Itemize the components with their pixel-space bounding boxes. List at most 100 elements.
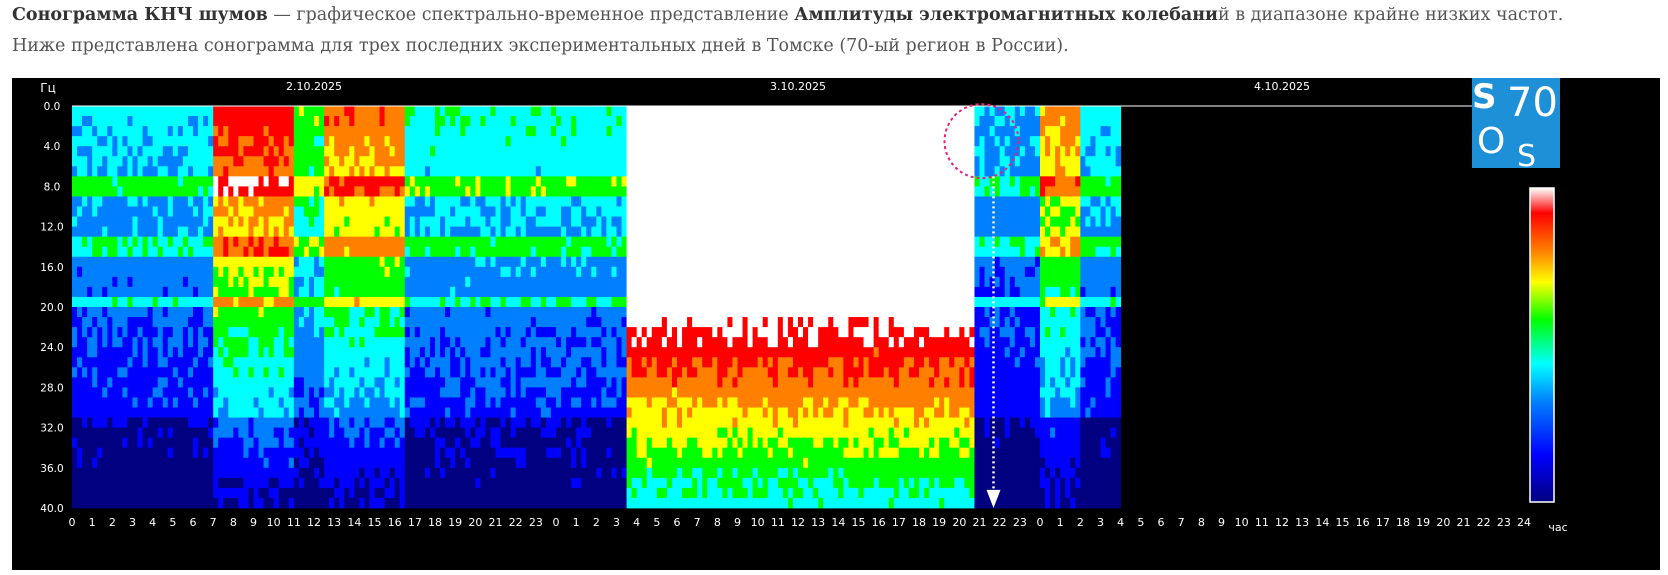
heatmap-cell — [631, 146, 638, 157]
heatmap-cell — [666, 196, 673, 207]
heatmap-cell — [475, 397, 481, 408]
heatmap-cell — [288, 437, 295, 449]
heatmap-cell — [152, 417, 159, 428]
heatmap-cell — [213, 226, 219, 238]
heatmap-cell — [142, 196, 149, 207]
heatmap-cell — [581, 377, 587, 388]
heatmap-cell — [107, 126, 113, 137]
heatmap-cell — [303, 206, 310, 217]
heatmap-cell — [606, 176, 612, 187]
heatmap-cell — [132, 447, 138, 459]
heatmap-cell — [193, 146, 199, 157]
heatmap-cell — [162, 156, 169, 167]
heatmap-cell — [77, 447, 83, 459]
heatmap-cell — [198, 357, 204, 368]
heatmap-cell — [404, 337, 411, 348]
heatmap-cell — [162, 256, 169, 268]
heatmap-cell — [314, 196, 320, 207]
heatmap-cell — [198, 427, 204, 439]
heatmap-cell — [137, 256, 143, 268]
heatmap-cell — [293, 226, 300, 238]
heatmap-cell — [550, 216, 557, 227]
intro-text-1: — графическое спектрально-временное пред… — [267, 5, 795, 25]
heatmap-cell — [495, 387, 501, 398]
heatmap-cell — [379, 136, 385, 147]
heatmap-cell — [677, 296, 683, 308]
heatmap-cell — [490, 337, 496, 348]
heatmap-cell — [132, 337, 138, 348]
heatmap-cell — [82, 327, 88, 338]
heatmap-cell — [147, 357, 154, 368]
heatmap-cell — [445, 276, 451, 288]
heatmap-cell — [172, 427, 179, 439]
heatmap-cell — [329, 467, 335, 479]
heatmap-cell — [147, 387, 154, 398]
heatmap-cell — [556, 246, 562, 258]
heatmap-cell — [273, 407, 280, 418]
heatmap-cell — [218, 206, 224, 217]
heatmap-cell — [505, 397, 512, 408]
heatmap-cell — [586, 437, 592, 449]
heatmap-cell — [671, 136, 678, 147]
heatmap-cell — [349, 407, 355, 418]
heatmap-cell — [540, 377, 547, 388]
heatmap-cell — [480, 497, 486, 509]
heatmap-cell — [646, 307, 653, 318]
heatmap-cell — [314, 236, 320, 248]
heatmap-cell — [283, 357, 290, 368]
heatmap-cell — [233, 457, 239, 469]
heatmap-cell — [172, 477, 179, 489]
heatmap-cell — [334, 296, 340, 308]
heatmap-cell — [500, 417, 506, 428]
heatmap-cell — [359, 437, 365, 449]
heatmap-cell — [253, 417, 259, 428]
heatmap-cell — [117, 477, 123, 489]
heatmap-cell — [344, 296, 350, 308]
heatmap-cell — [364, 447, 370, 459]
heatmap-cell — [697, 106, 703, 117]
heatmap-cell — [510, 487, 517, 499]
heatmap-cell — [394, 437, 401, 449]
heatmap-cell — [661, 437, 668, 449]
heatmap-cell — [440, 397, 446, 408]
heatmap-cell — [97, 216, 103, 227]
heatmap-cell — [460, 276, 466, 288]
heatmap-cell — [283, 246, 290, 258]
heatmap-cell — [666, 226, 673, 238]
heatmap-cell — [540, 387, 547, 398]
heatmap-cell — [389, 176, 396, 187]
heatmap-cell — [631, 196, 638, 207]
heatmap-cell — [344, 367, 350, 378]
heatmap-cell — [152, 136, 159, 147]
heatmap-cell — [515, 256, 522, 268]
heatmap-cell — [157, 236, 164, 248]
heatmap-cell — [213, 357, 219, 368]
heatmap-cell — [147, 467, 154, 479]
heatmap-cell — [545, 397, 552, 408]
heatmap-cell — [379, 186, 385, 197]
heatmap-cell — [626, 196, 633, 207]
heatmap-cell — [596, 296, 602, 308]
heatmap-cell — [394, 307, 401, 318]
heatmap-cell — [228, 307, 234, 318]
heatmap-cell — [288, 477, 295, 489]
heatmap-cell — [556, 337, 562, 348]
heatmap-cell — [480, 296, 486, 308]
heatmap-cell — [329, 106, 335, 117]
heatmap-cell — [112, 417, 118, 428]
heatmap-cell — [435, 307, 441, 318]
heatmap-cell — [112, 387, 118, 398]
heatmap-cell — [298, 126, 305, 137]
heatmap-cell — [107, 216, 113, 227]
heatmap-cell — [72, 176, 78, 187]
heatmap-cell — [147, 497, 154, 509]
heatmap-cell — [344, 407, 350, 418]
heatmap-cell — [379, 337, 385, 348]
heatmap-cell — [324, 427, 330, 439]
heatmap-cell — [117, 467, 123, 479]
heatmap-cell — [596, 487, 602, 499]
heatmap-cell — [601, 156, 607, 167]
heatmap-cell — [626, 447, 633, 459]
heatmap-cell — [97, 226, 103, 238]
heatmap-cell — [389, 286, 396, 298]
